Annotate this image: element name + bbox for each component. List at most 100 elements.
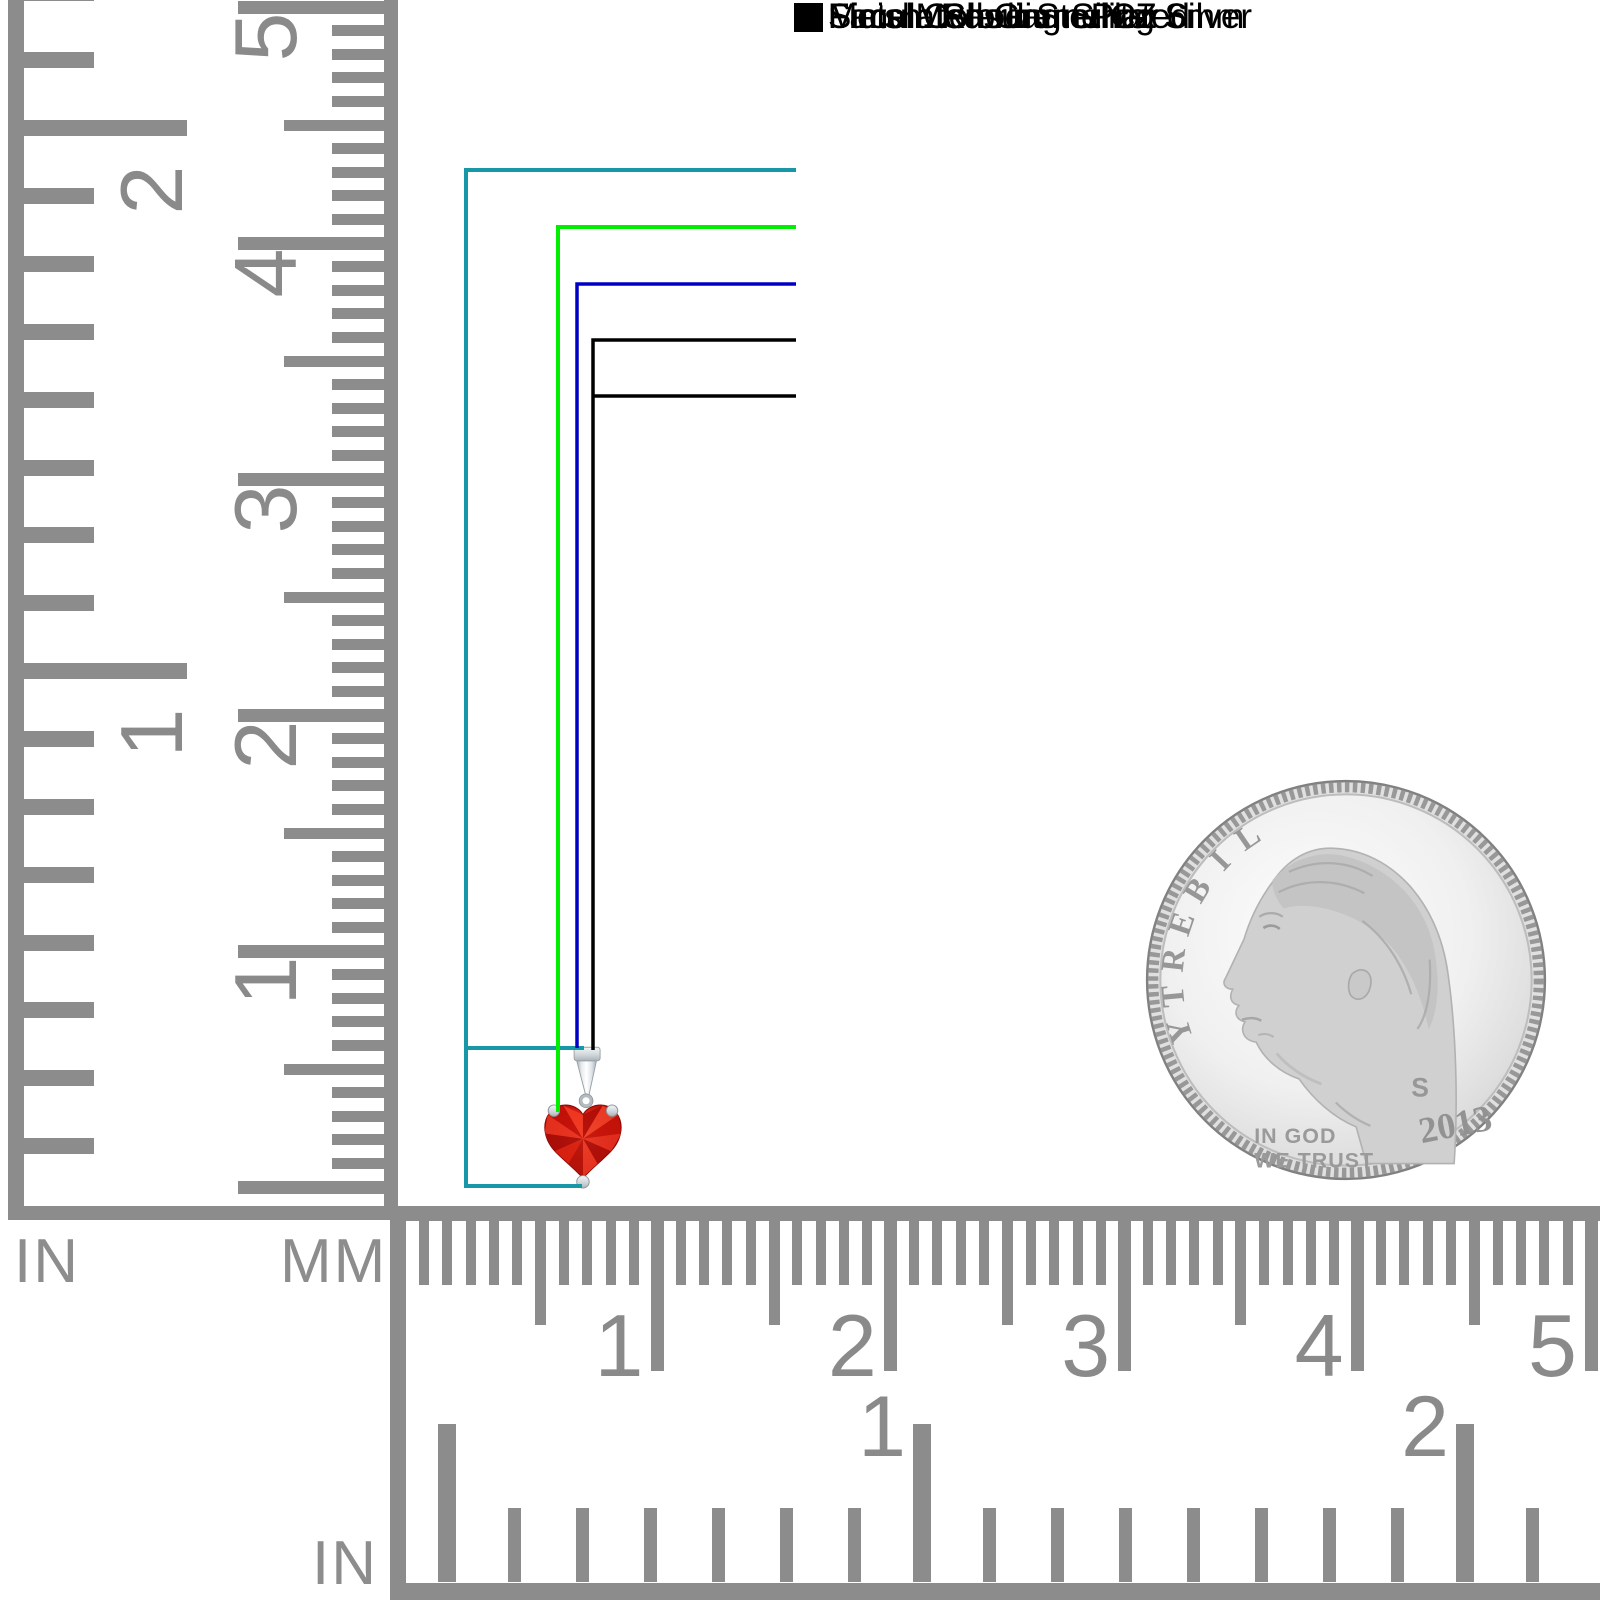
ruler-tick (284, 828, 384, 839)
ruler-tick (24, 1138, 94, 1154)
pendant-ring-outline (578, 1093, 594, 1109)
ruler-tick (24, 256, 94, 272)
ruler-tick (24, 392, 94, 408)
ruler-tick (956, 1221, 966, 1285)
ruler-tick (606, 1221, 616, 1285)
coin-motto-line1: IN GOD (1254, 1124, 1336, 1148)
ruler-tick (332, 521, 384, 532)
ruler-tick (332, 403, 384, 414)
bottom-inch-unit-label: IN (312, 1529, 378, 1598)
bottom-inch-baseline (390, 1583, 1600, 1600)
ruler-tick (332, 568, 384, 579)
ruler-tick (284, 356, 384, 367)
left-mm-ruler-spine (384, 0, 398, 1212)
ruler-tick (238, 709, 384, 722)
ruler-tick (1189, 1221, 1199, 1285)
heart-stone (544, 1104, 622, 1179)
left-mm-unit-label: MM (280, 1227, 388, 1296)
left-inch-unit-label: IN (14, 1227, 80, 1296)
ruler-tick (1073, 1221, 1083, 1285)
ruler-tick (24, 324, 94, 340)
ruler-tick (332, 308, 384, 319)
ruler-tick (676, 1221, 686, 1285)
ruler-tick (1166, 1221, 1176, 1285)
callout-label: Finish: Rhodium Plated (828, 0, 1190, 36)
ruler-tick (1493, 1221, 1503, 1285)
ruler-tick (419, 1221, 429, 1285)
ruler-tick (332, 922, 384, 933)
ruler-tick (332, 733, 384, 744)
ruler-tick (644, 1508, 657, 1582)
coin-reeding (1148, 782, 1544, 1178)
coin-liberty-letter: R (1155, 946, 1194, 974)
ruler-tick (332, 1134, 384, 1145)
ruler-tick (1255, 1508, 1268, 1582)
ruler-tick (1391, 1508, 1404, 1582)
ruler-tick (1235, 1221, 1246, 1325)
ruler-tick (1585, 1221, 1598, 1371)
left-inch-ruler-spine (8, 0, 24, 1212)
ruler-tick (1469, 1221, 1480, 1325)
ruler-tick (332, 1016, 384, 1027)
ruler-number: 4 (1294, 1296, 1344, 1395)
ruler-tick (332, 332, 384, 343)
ruler-tick (284, 120, 384, 131)
ruler-tick (909, 1221, 919, 1285)
pendant-image (544, 1046, 622, 1189)
ruler-tick (712, 1508, 725, 1582)
callout-line-stone (556, 225, 796, 1112)
ruler-tick (1516, 1221, 1526, 1285)
roosevelt-profile (1223, 847, 1457, 1165)
ruler-tick (983, 1508, 996, 1582)
coin-motto-line2: WE TRUST (1254, 1149, 1374, 1173)
ruler-tick (512, 1221, 522, 1285)
coin-liberty-letter: T (1155, 983, 1193, 1008)
ruler-tick (1351, 1221, 1364, 1371)
ruler-tick (332, 285, 384, 296)
callout-label: Simulated Garnet CZ (828, 0, 1157, 36)
ruler-tick (332, 1158, 384, 1169)
ruler-tick (332, 544, 384, 555)
callout-metal: Metal : Sterling Silver (794, 0, 1159, 36)
ruler-tick (332, 450, 384, 461)
ruler-tick (332, 497, 384, 508)
ruler-tick (332, 1087, 384, 1098)
ruler-tick (438, 1424, 456, 1582)
ruler-tick (238, 473, 384, 486)
ruler-tick (332, 639, 384, 650)
pendant-ring (579, 1093, 593, 1108)
ruler-tick (24, 52, 94, 68)
ruler-tick (1051, 1508, 1064, 1582)
ruler-tick (284, 592, 384, 603)
ruler-tick (24, 1070, 94, 1086)
ruler-tick (1119, 1508, 1132, 1582)
ruler-tick (1399, 1221, 1409, 1285)
ruler-tick (1026, 1221, 1036, 1285)
ruler-tick (780, 1508, 793, 1582)
ruler-tick (576, 1508, 589, 1582)
ruler-tick (792, 1221, 802, 1285)
coin-mint-mark: S (1411, 1072, 1429, 1102)
ruler-tick (1446, 1221, 1456, 1285)
callout-label: Face Measurements: 6mm (828, 0, 1245, 36)
ruler-number: 1 (594, 1296, 644, 1395)
ruler-tick (1323, 1508, 1336, 1582)
ruler-tick (979, 1221, 989, 1285)
ruler-number: 5 (1528, 1296, 1577, 1395)
ruler-tick (489, 1221, 499, 1285)
ruler-tick (24, 188, 94, 204)
ruler-tick (582, 1221, 592, 1285)
ruler-tick (332, 72, 384, 83)
ruler-tick (332, 851, 384, 862)
ruler-tick (332, 96, 384, 107)
ruler-tick (1096, 1221, 1106, 1285)
ruler-tick (932, 1221, 942, 1285)
ruler-tick (24, 935, 94, 951)
bottom-ruler-top-spine (390, 1206, 1600, 1221)
ruler-tick (913, 1424, 931, 1582)
ruler-tick (1526, 1508, 1539, 1582)
ruler-tick (24, 0, 94, 1)
black-swatch-icon (794, 2, 823, 32)
ruler-tick (24, 731, 94, 747)
